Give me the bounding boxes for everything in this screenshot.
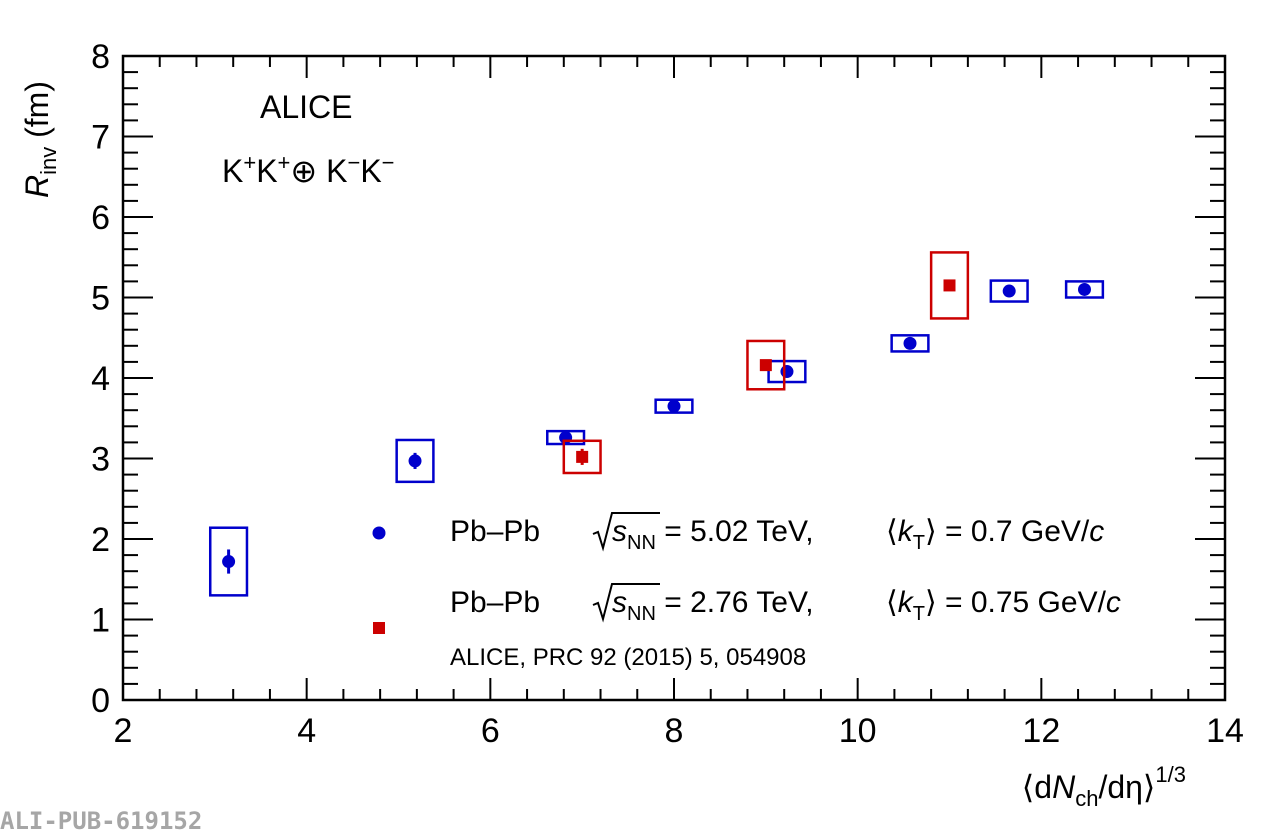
- x-tick-label: 8: [665, 712, 684, 750]
- y-tick-label: 3: [91, 441, 110, 479]
- y-tick-label: 5: [91, 280, 110, 318]
- y-axis-title: Rinv (fm): [19, 81, 61, 198]
- legend-label-series-1: Pb–Pb: [450, 515, 540, 548]
- systematic-error-box: [746, 339, 786, 391]
- y-axis-ticks: [123, 55, 1225, 701]
- data-point: [903, 336, 917, 350]
- systematic-error-box: [989, 279, 1029, 303]
- systematic-error-box: [562, 439, 602, 475]
- legend-sqrt-1: [592, 512, 660, 552]
- x-axis-title-sub: ch: [1075, 786, 1098, 811]
- series-2: [562, 251, 970, 475]
- y-tick-label: 2: [91, 521, 110, 559]
- legend-sqrt-2: [592, 583, 660, 623]
- systematic-error-box: [208, 526, 249, 597]
- publication-id: ALI-PUB-619152: [0, 807, 202, 835]
- y-tick-label: 1: [91, 602, 110, 640]
- legend: Pb–Pb sNN = 5.02 TeV, ⟨kT⟩ = 0.7 GeV/c P…: [372, 512, 1121, 671]
- data-point: [1077, 282, 1091, 296]
- legend-kt-series-1: ⟨kT⟩ = 0.7 GeV/c: [886, 515, 1104, 554]
- systematic-error-box: [929, 251, 970, 320]
- x-axis-tick-labels: 2 4 6 8 10 12 14: [114, 712, 1244, 750]
- data-point: [780, 365, 794, 379]
- x-axis-title-var: N: [1052, 769, 1076, 805]
- series-1: [208, 279, 1105, 597]
- systematic-error-box: [395, 438, 435, 484]
- data-point: [943, 279, 956, 292]
- y-tick-label: 8: [91, 38, 110, 76]
- y-axis-tick-labels: 0 1 2 3 4 5 6 7 8: [91, 38, 110, 720]
- data-point: [667, 399, 681, 413]
- legend-label-series-2: Pb–Pb: [450, 586, 540, 619]
- legend-kt-series-2: ⟨kT⟩ = 0.75 GeV/c: [886, 586, 1121, 625]
- y-tick-label: 6: [91, 199, 110, 237]
- series-layer: [208, 251, 1105, 597]
- x-tick-label: 10: [839, 712, 877, 750]
- legend-energy-series-1: sNN = 5.02 TeV,: [612, 515, 814, 554]
- x-tick-label: 6: [481, 712, 500, 750]
- y-axis-title-var: R: [19, 175, 55, 198]
- x-tick-label: 4: [297, 712, 316, 750]
- experiment-label: ALICE: [260, 89, 352, 125]
- x-axis-title-sup: 1/3: [1155, 762, 1186, 787]
- x-tick-label: 2: [114, 712, 133, 750]
- data-point: [576, 450, 589, 463]
- legend-energy-series-2: sNN = 2.76 TeV,: [612, 586, 814, 625]
- x-axis-title-open: ⟨d: [1022, 769, 1052, 805]
- legend-marker-circle: [372, 526, 386, 540]
- y-tick-label: 0: [91, 682, 110, 720]
- y-axis-title-sub: inv: [36, 147, 61, 175]
- x-axis-title: ⟨dNch/dη⟩1/3: [1022, 762, 1186, 811]
- data-point: [559, 431, 573, 445]
- legend-marker-square: [373, 622, 385, 634]
- data-point: [759, 359, 772, 372]
- data-point: [222, 555, 236, 569]
- systematic-error-box: [890, 334, 930, 353]
- x-axis-ticks: [122, 56, 1226, 700]
- data-point: [408, 454, 422, 468]
- data-point: [1002, 284, 1016, 298]
- x-tick-label: 12: [1022, 712, 1060, 750]
- x-axis-title-close: /dη⟩: [1098, 769, 1155, 805]
- system-label: K+K+⊕ K−K−: [222, 150, 395, 189]
- systematic-error-box: [767, 359, 807, 384]
- systematic-error-box: [1064, 280, 1105, 299]
- legend-reference: ALICE, PRC 92 (2015) 5, 054908: [450, 644, 806, 671]
- y-axis-title-unit: (fm): [19, 81, 55, 147]
- y-tick-label: 7: [91, 119, 110, 157]
- y-tick-label: 4: [91, 360, 110, 398]
- x-tick-label: 14: [1206, 712, 1244, 750]
